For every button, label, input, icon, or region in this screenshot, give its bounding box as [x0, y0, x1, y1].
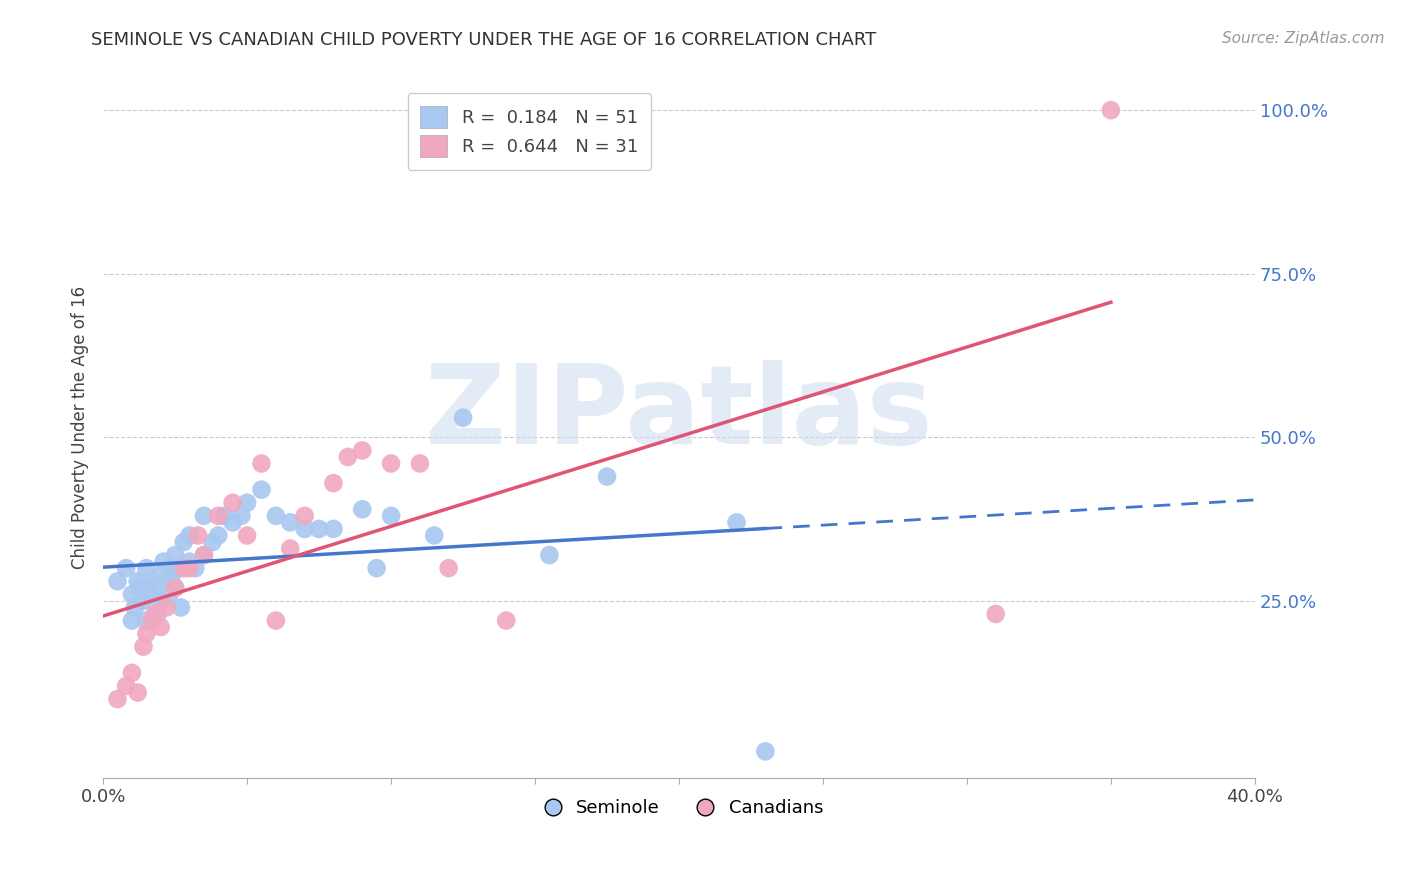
Point	[149, 620, 172, 634]
Text: Source: ZipAtlas.com: Source: ZipAtlas.com	[1222, 31, 1385, 46]
Point	[250, 457, 273, 471]
Point	[170, 600, 193, 615]
Point	[165, 581, 187, 595]
Point	[352, 502, 374, 516]
Point	[127, 685, 149, 699]
Point	[129, 581, 152, 595]
Point	[152, 555, 174, 569]
Point	[149, 594, 172, 608]
Point	[352, 443, 374, 458]
Point	[754, 744, 776, 758]
Point	[495, 614, 517, 628]
Point	[423, 528, 446, 542]
Point	[725, 516, 748, 530]
Point	[138, 587, 160, 601]
Point	[193, 508, 215, 523]
Text: SEMINOLE VS CANADIAN CHILD POVERTY UNDER THE AGE OF 16 CORRELATION CHART: SEMINOLE VS CANADIAN CHILD POVERTY UNDER…	[91, 31, 876, 49]
Point	[141, 614, 163, 628]
Point	[437, 561, 460, 575]
Point	[107, 574, 129, 589]
Point	[366, 561, 388, 575]
Point	[160, 567, 183, 582]
Point	[278, 541, 301, 556]
Point	[124, 600, 146, 615]
Point	[127, 574, 149, 589]
Legend: Seminole, Canadians: Seminole, Canadians	[527, 792, 831, 824]
Point	[173, 535, 195, 549]
Point	[212, 508, 235, 523]
Point	[135, 614, 157, 628]
Point	[187, 528, 209, 542]
Point	[143, 581, 166, 595]
Point	[121, 587, 143, 601]
Point	[107, 692, 129, 706]
Point	[155, 574, 177, 589]
Point	[179, 555, 201, 569]
Point	[141, 574, 163, 589]
Point	[451, 410, 474, 425]
Point	[193, 548, 215, 562]
Point	[184, 561, 207, 575]
Point	[294, 522, 316, 536]
Point	[173, 561, 195, 575]
Point	[115, 679, 138, 693]
Point	[236, 528, 259, 542]
Point	[207, 528, 229, 542]
Point	[984, 607, 1007, 621]
Point	[264, 614, 287, 628]
Point	[132, 640, 155, 654]
Point	[231, 508, 253, 523]
Point	[409, 457, 432, 471]
Point	[167, 561, 190, 575]
Point	[132, 594, 155, 608]
Point	[264, 508, 287, 523]
Point	[222, 516, 245, 530]
Point	[115, 561, 138, 575]
Point	[155, 600, 177, 615]
Point	[294, 508, 316, 523]
Point	[322, 476, 344, 491]
Point	[165, 548, 187, 562]
Point	[165, 581, 187, 595]
Point	[149, 567, 172, 582]
Point	[157, 587, 180, 601]
Point	[121, 665, 143, 680]
Point	[380, 508, 402, 523]
Y-axis label: Child Poverty Under the Age of 16: Child Poverty Under the Age of 16	[72, 286, 89, 569]
Point	[1099, 103, 1122, 117]
Point	[135, 561, 157, 575]
Point	[308, 522, 330, 536]
Point	[236, 496, 259, 510]
Point	[380, 457, 402, 471]
Text: ZIPatlas: ZIPatlas	[425, 360, 932, 467]
Point	[201, 535, 224, 549]
Point	[179, 561, 201, 575]
Point	[179, 528, 201, 542]
Point	[336, 450, 359, 464]
Point	[193, 548, 215, 562]
Point	[143, 607, 166, 621]
Point	[146, 607, 169, 621]
Point	[222, 496, 245, 510]
Point	[207, 508, 229, 523]
Point	[135, 626, 157, 640]
Point	[538, 548, 561, 562]
Point	[322, 522, 344, 536]
Point	[250, 483, 273, 497]
Point	[596, 469, 619, 483]
Point	[121, 614, 143, 628]
Point	[278, 516, 301, 530]
